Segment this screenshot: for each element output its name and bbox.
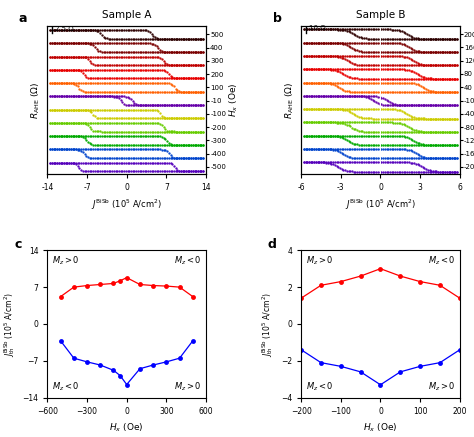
Y-axis label: $J^\mathregular{BiSb}_\mathregular{th}$ (10$^5$ A/cm$^2$): $J^\mathregular{BiSb}_\mathregular{th}$ … xyxy=(2,291,17,357)
Y-axis label: $H_x$ (Oe): $H_x$ (Oe) xyxy=(228,83,240,117)
Text: 10 Ω: 10 Ω xyxy=(309,25,326,31)
X-axis label: $J^\mathregular{BiSb}$ (10$^5$ A/cm$^2$): $J^\mathregular{BiSb}$ (10$^5$ A/cm$^2$) xyxy=(91,197,162,212)
Text: $M_z < 0$: $M_z < 0$ xyxy=(174,255,201,267)
X-axis label: $H_x$ (Oe): $H_x$ (Oe) xyxy=(363,421,398,434)
Y-axis label: $R_\mathregular{AHE}$ ($\Omega$): $R_\mathregular{AHE}$ ($\Omega$) xyxy=(283,81,296,119)
Text: $M_z < 0$: $M_z < 0$ xyxy=(52,381,80,393)
Y-axis label: $R_\mathregular{AHE}$ ($\Omega$): $R_\mathregular{AHE}$ ($\Omega$) xyxy=(29,81,42,119)
Y-axis label: $J^\mathregular{BiSb}_\mathregular{th}$ (10$^5$ A/cm$^2$): $J^\mathregular{BiSb}_\mathregular{th}$ … xyxy=(260,291,275,357)
Title: Sample A: Sample A xyxy=(102,10,152,20)
Text: c: c xyxy=(14,238,22,251)
Text: a: a xyxy=(19,12,27,25)
Text: d: d xyxy=(268,238,277,251)
Text: $M_z > 0$: $M_z > 0$ xyxy=(428,381,455,393)
X-axis label: $J^\mathregular{BiSb}$ (10$^5$ A/cm$^2$): $J^\mathregular{BiSb}$ (10$^5$ A/cm$^2$) xyxy=(345,197,416,212)
Text: $M_z > 0$: $M_z > 0$ xyxy=(52,255,80,267)
Text: b: b xyxy=(273,12,282,25)
Text: $M_z > 0$: $M_z > 0$ xyxy=(174,381,201,393)
Text: $M_z < 0$: $M_z < 0$ xyxy=(428,255,455,267)
Text: 2.5 Ω: 2.5 Ω xyxy=(55,26,73,32)
Text: $M_z > 0$: $M_z > 0$ xyxy=(306,255,333,267)
X-axis label: $H_x$ (Oe): $H_x$ (Oe) xyxy=(109,421,144,434)
Title: Sample B: Sample B xyxy=(356,10,405,20)
Text: $M_z < 0$: $M_z < 0$ xyxy=(306,381,333,393)
